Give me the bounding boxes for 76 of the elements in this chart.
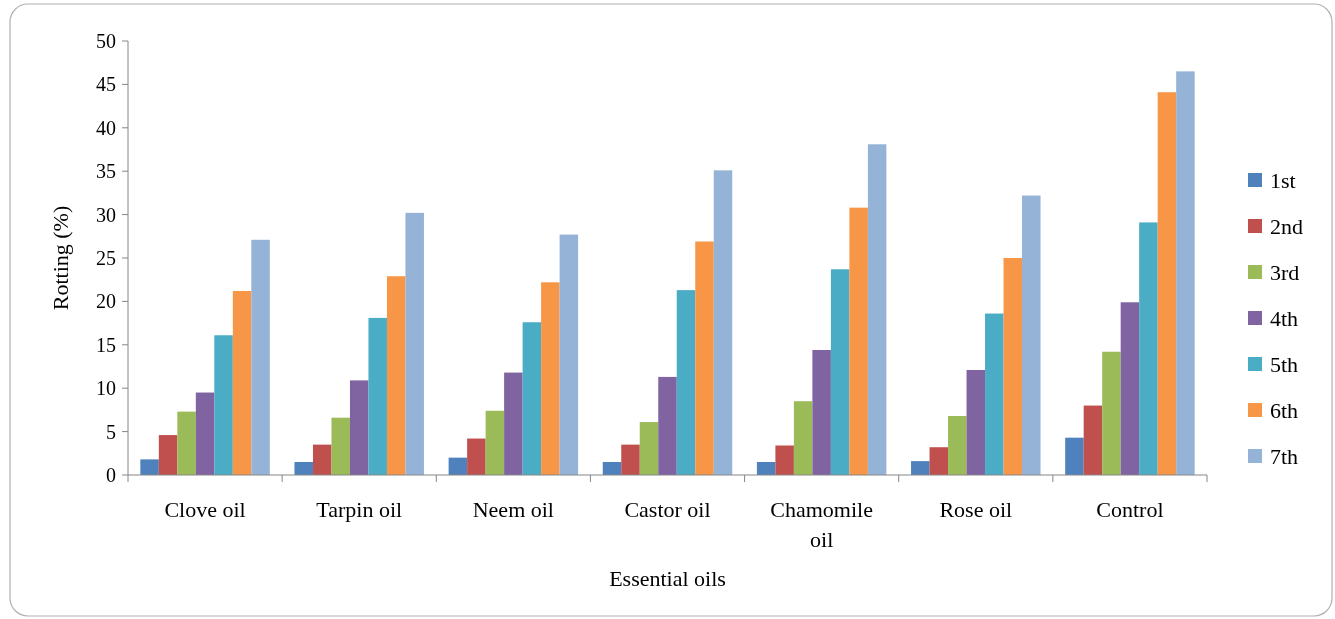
- bar: [1022, 195, 1041, 475]
- y-tick-label: 35: [96, 160, 116, 183]
- x-tick-label: Control: [1096, 497, 1164, 522]
- y-tick-label: 45: [96, 73, 116, 96]
- bar: [911, 461, 930, 475]
- bar: [639, 422, 659, 475]
- bar: [541, 282, 560, 475]
- bar: [467, 438, 486, 475]
- bar: [1083, 405, 1103, 475]
- bar: [294, 461, 313, 475]
- bar: [504, 372, 523, 475]
- bar: [331, 417, 350, 475]
- bar: [676, 290, 696, 475]
- bar: [405, 212, 424, 475]
- x-tick-label: Chamomile oil: [770, 497, 873, 552]
- bar: [966, 369, 986, 475]
- y-tick-label: 50: [96, 30, 116, 52]
- legend-label: 1st: [1270, 167, 1296, 193]
- bar: [232, 290, 252, 475]
- y-tick-label: 40: [96, 116, 116, 139]
- bar: [695, 241, 714, 475]
- bar: [929, 447, 949, 475]
- x-tick-label: Neem oil: [472, 497, 554, 522]
- y-tick-label: 30: [96, 203, 116, 226]
- bar: [177, 411, 196, 475]
- x-tick-label: Rose oil: [939, 497, 1013, 522]
- bar: [251, 239, 270, 475]
- bar: [368, 317, 387, 475]
- bar: [793, 401, 813, 475]
- bar: [849, 207, 868, 475]
- y-axis-title: Rotting (%): [48, 205, 73, 311]
- bar: [713, 170, 733, 475]
- bar: [1120, 302, 1140, 475]
- legend-label: 7th: [1270, 443, 1299, 469]
- bar: [756, 461, 776, 475]
- bar: [386, 276, 406, 475]
- y-tick-label: 0: [106, 464, 116, 486]
- bar: [867, 144, 887, 475]
- bar: [522, 322, 542, 475]
- bar: [812, 350, 831, 475]
- bar: [830, 269, 850, 475]
- bar: [1065, 437, 1084, 475]
- bar: [1139, 222, 1158, 475]
- y-tick-label: 15: [96, 333, 116, 356]
- bar: [602, 461, 622, 475]
- y-tick-label: 5: [106, 420, 116, 443]
- bar: [658, 376, 677, 475]
- bar: [948, 415, 967, 475]
- legend-label: 6th: [1270, 397, 1299, 423]
- x-axis-title: Essential oils: [609, 566, 726, 591]
- bar: [485, 410, 505, 475]
- bar: [195, 392, 215, 475]
- y-tick-label: 25: [96, 247, 116, 269]
- x-tick-label: Clove oil: [164, 497, 246, 522]
- y-tick-label: 20: [96, 290, 116, 313]
- bar: [349, 380, 369, 475]
- bar: [621, 444, 640, 475]
- bar: [559, 234, 579, 475]
- bar: [214, 335, 233, 475]
- bar: [158, 435, 178, 475]
- bar: [1102, 351, 1121, 475]
- bar: [1157, 92, 1177, 475]
- bar: [312, 444, 332, 475]
- bar: [1176, 71, 1195, 475]
- x-tick-label: Castor oil: [624, 497, 711, 522]
- legend-label: 5th: [1270, 351, 1299, 377]
- bar: [985, 313, 1004, 475]
- legend-label: 2nd: [1270, 213, 1303, 239]
- bar: [140, 459, 159, 475]
- bar: [775, 445, 794, 475]
- bar: [1003, 258, 1023, 475]
- legend-label: 3rd: [1270, 259, 1300, 285]
- x-tick-label: Tarpin oil: [316, 497, 403, 522]
- bar: [448, 457, 468, 475]
- legend-label: 4th: [1270, 305, 1299, 331]
- y-tick-label: 10: [96, 377, 116, 400]
